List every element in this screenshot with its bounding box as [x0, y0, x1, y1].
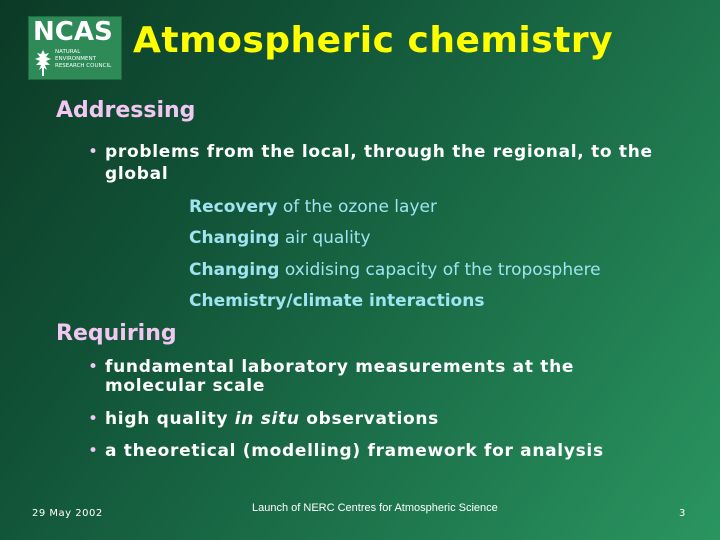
logo-subtitle: NATURAL ENVIRONMENT RESEARCH COUNCIL — [55, 49, 112, 69]
bullet-lab-measurements: • fundamental laboratory measurements at… — [88, 357, 575, 396]
item-recovery: Recovery of the ozone layer — [189, 197, 437, 217]
bullet-observations: • high quality in situ observations — [88, 409, 439, 429]
heading-addressing: Addressing — [56, 98, 196, 123]
bullet-dot: • — [88, 142, 99, 162]
item-air-quality: Changing air quality — [189, 228, 371, 248]
bullet-problems: • problems from the local, through the r… — [88, 142, 653, 184]
nerc-leaf-icon — [35, 50, 51, 76]
ncas-logo: NCAS NATURAL ENVIRONMENT RESEARCH COUNCI… — [28, 16, 122, 80]
footer-event: Launch of NERC Centres for Atmospheric S… — [252, 502, 498, 514]
page-number: 3 — [679, 508, 686, 519]
heading-requiring: Requiring — [56, 321, 177, 346]
slide-title: Atmospheric chemistry — [133, 20, 614, 61]
item-oxidising: Changing oxidising capacity of the tropo… — [189, 260, 601, 280]
bullet-framework: • a theoretical (modelling) framework fo… — [88, 441, 604, 461]
footer-date: 29 May 2002 — [32, 508, 103, 519]
logo-word: NCAS — [33, 17, 113, 47]
bullet-dot: • — [88, 409, 99, 429]
item-chemistry-climate: Chemistry/climate interactions — [189, 291, 485, 311]
bullet-dot: • — [88, 441, 99, 461]
bullet-dot: • — [88, 357, 99, 377]
